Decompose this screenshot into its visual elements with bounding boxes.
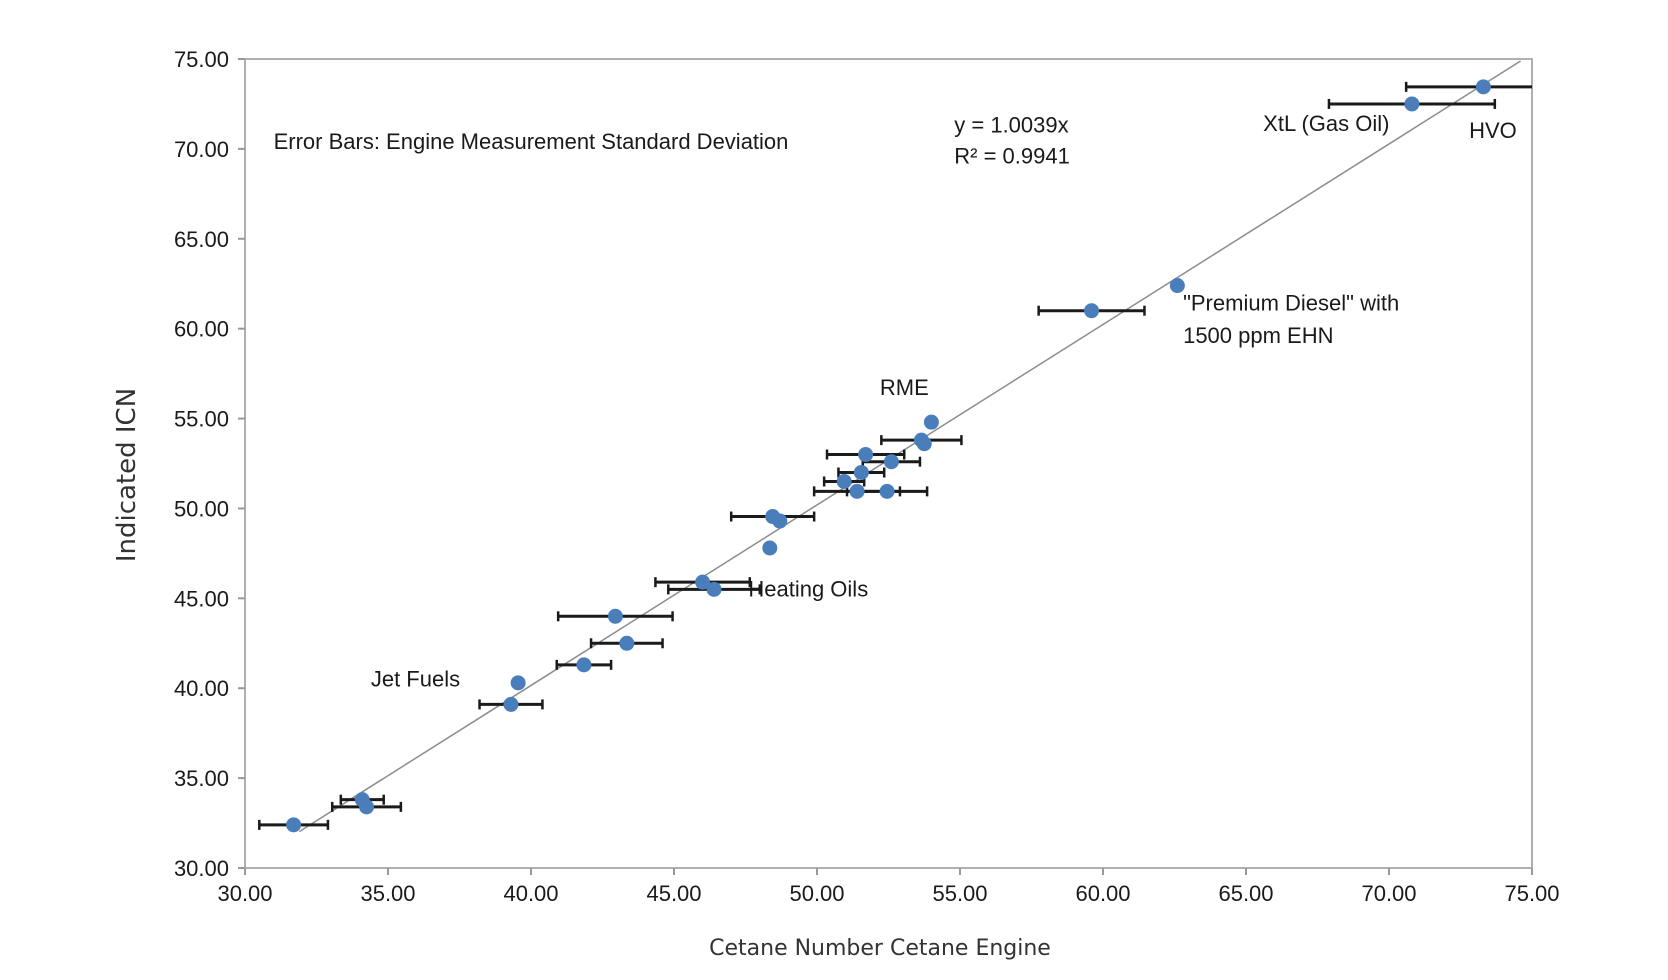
annotation-label: "Premium Diesel" with xyxy=(1183,291,1399,316)
data-point xyxy=(695,574,711,590)
y-tick-label: 60.00 xyxy=(174,317,229,342)
annotation-label: XtL (Gas Oil) xyxy=(1263,111,1389,136)
data-point xyxy=(849,483,865,499)
x-tick-label: 40.00 xyxy=(503,881,558,906)
x-tick-label: 50.00 xyxy=(789,881,844,906)
y-tick-label: 50.00 xyxy=(174,496,229,521)
data-points xyxy=(286,79,1491,833)
annotation-label: RME xyxy=(880,375,929,400)
y-axis-title: Indicated ICN xyxy=(112,388,142,562)
data-point xyxy=(858,447,874,463)
data-point xyxy=(1169,278,1185,294)
y-tick-label: 65.00 xyxy=(174,227,229,252)
x-tick-label: 35.00 xyxy=(360,881,415,906)
data-point xyxy=(762,540,778,556)
annotation-label: HVO xyxy=(1469,118,1517,143)
y-tick-label: 55.00 xyxy=(174,407,229,432)
data-point xyxy=(706,581,722,597)
annotation-label: R² = 0.9941 xyxy=(954,143,1070,168)
data-point xyxy=(1404,96,1420,112)
axes: 30.00 35.00 40.00 45.00 50.00 55.00 60.00 65.00… xyxy=(174,47,1560,906)
annotation-label: Error Bars: Engine Measurement Standard … xyxy=(274,129,789,154)
trendline-segment xyxy=(298,60,1521,833)
data-point xyxy=(607,608,623,624)
data-point xyxy=(923,414,939,430)
data-point xyxy=(286,817,302,833)
x-axis-title: Cetane Number Cetane Engine xyxy=(709,936,1051,961)
annotation-label: y = 1.0039x xyxy=(954,113,1068,138)
annotation-label: Heating Oils xyxy=(748,577,868,602)
data-point xyxy=(576,657,592,673)
y-tick-label: 40.00 xyxy=(174,676,229,701)
data-point xyxy=(836,473,852,489)
trendline xyxy=(298,60,1521,833)
data-point xyxy=(1084,303,1100,319)
y-tick-label: 35.00 xyxy=(174,766,229,791)
annotation-label: 1500 ppm EHN xyxy=(1183,323,1333,348)
y-tick-label: 45.00 xyxy=(174,586,229,611)
data-point xyxy=(772,513,788,529)
x-tick-label: 30.00 xyxy=(217,881,272,906)
x-tick-label: 45.00 xyxy=(646,881,701,906)
data-point xyxy=(879,483,895,499)
annotation-label: Jet Fuels xyxy=(371,666,460,691)
data-point xyxy=(503,696,519,712)
data-point xyxy=(853,464,869,480)
x-tick-label: 60.00 xyxy=(1075,881,1130,906)
data-point xyxy=(883,454,899,470)
x-tick-label: 70.00 xyxy=(1361,881,1416,906)
data-point xyxy=(619,635,635,651)
data-point xyxy=(1475,79,1491,95)
y-tick-label: 70.00 xyxy=(174,137,229,162)
x-tick-label: 75.00 xyxy=(1504,881,1559,906)
data-point xyxy=(916,436,932,452)
y-tick-label: 75.00 xyxy=(174,47,229,72)
x-tick-label: 65.00 xyxy=(1218,881,1273,906)
x-tick-label: 55.00 xyxy=(932,881,987,906)
data-point xyxy=(510,675,526,691)
annotations: Error Bars: Engine Measurement Standard … xyxy=(274,111,1517,692)
plot-frame xyxy=(244,58,1533,869)
data-point xyxy=(359,799,375,815)
y-tick-label: 30.00 xyxy=(174,856,229,881)
